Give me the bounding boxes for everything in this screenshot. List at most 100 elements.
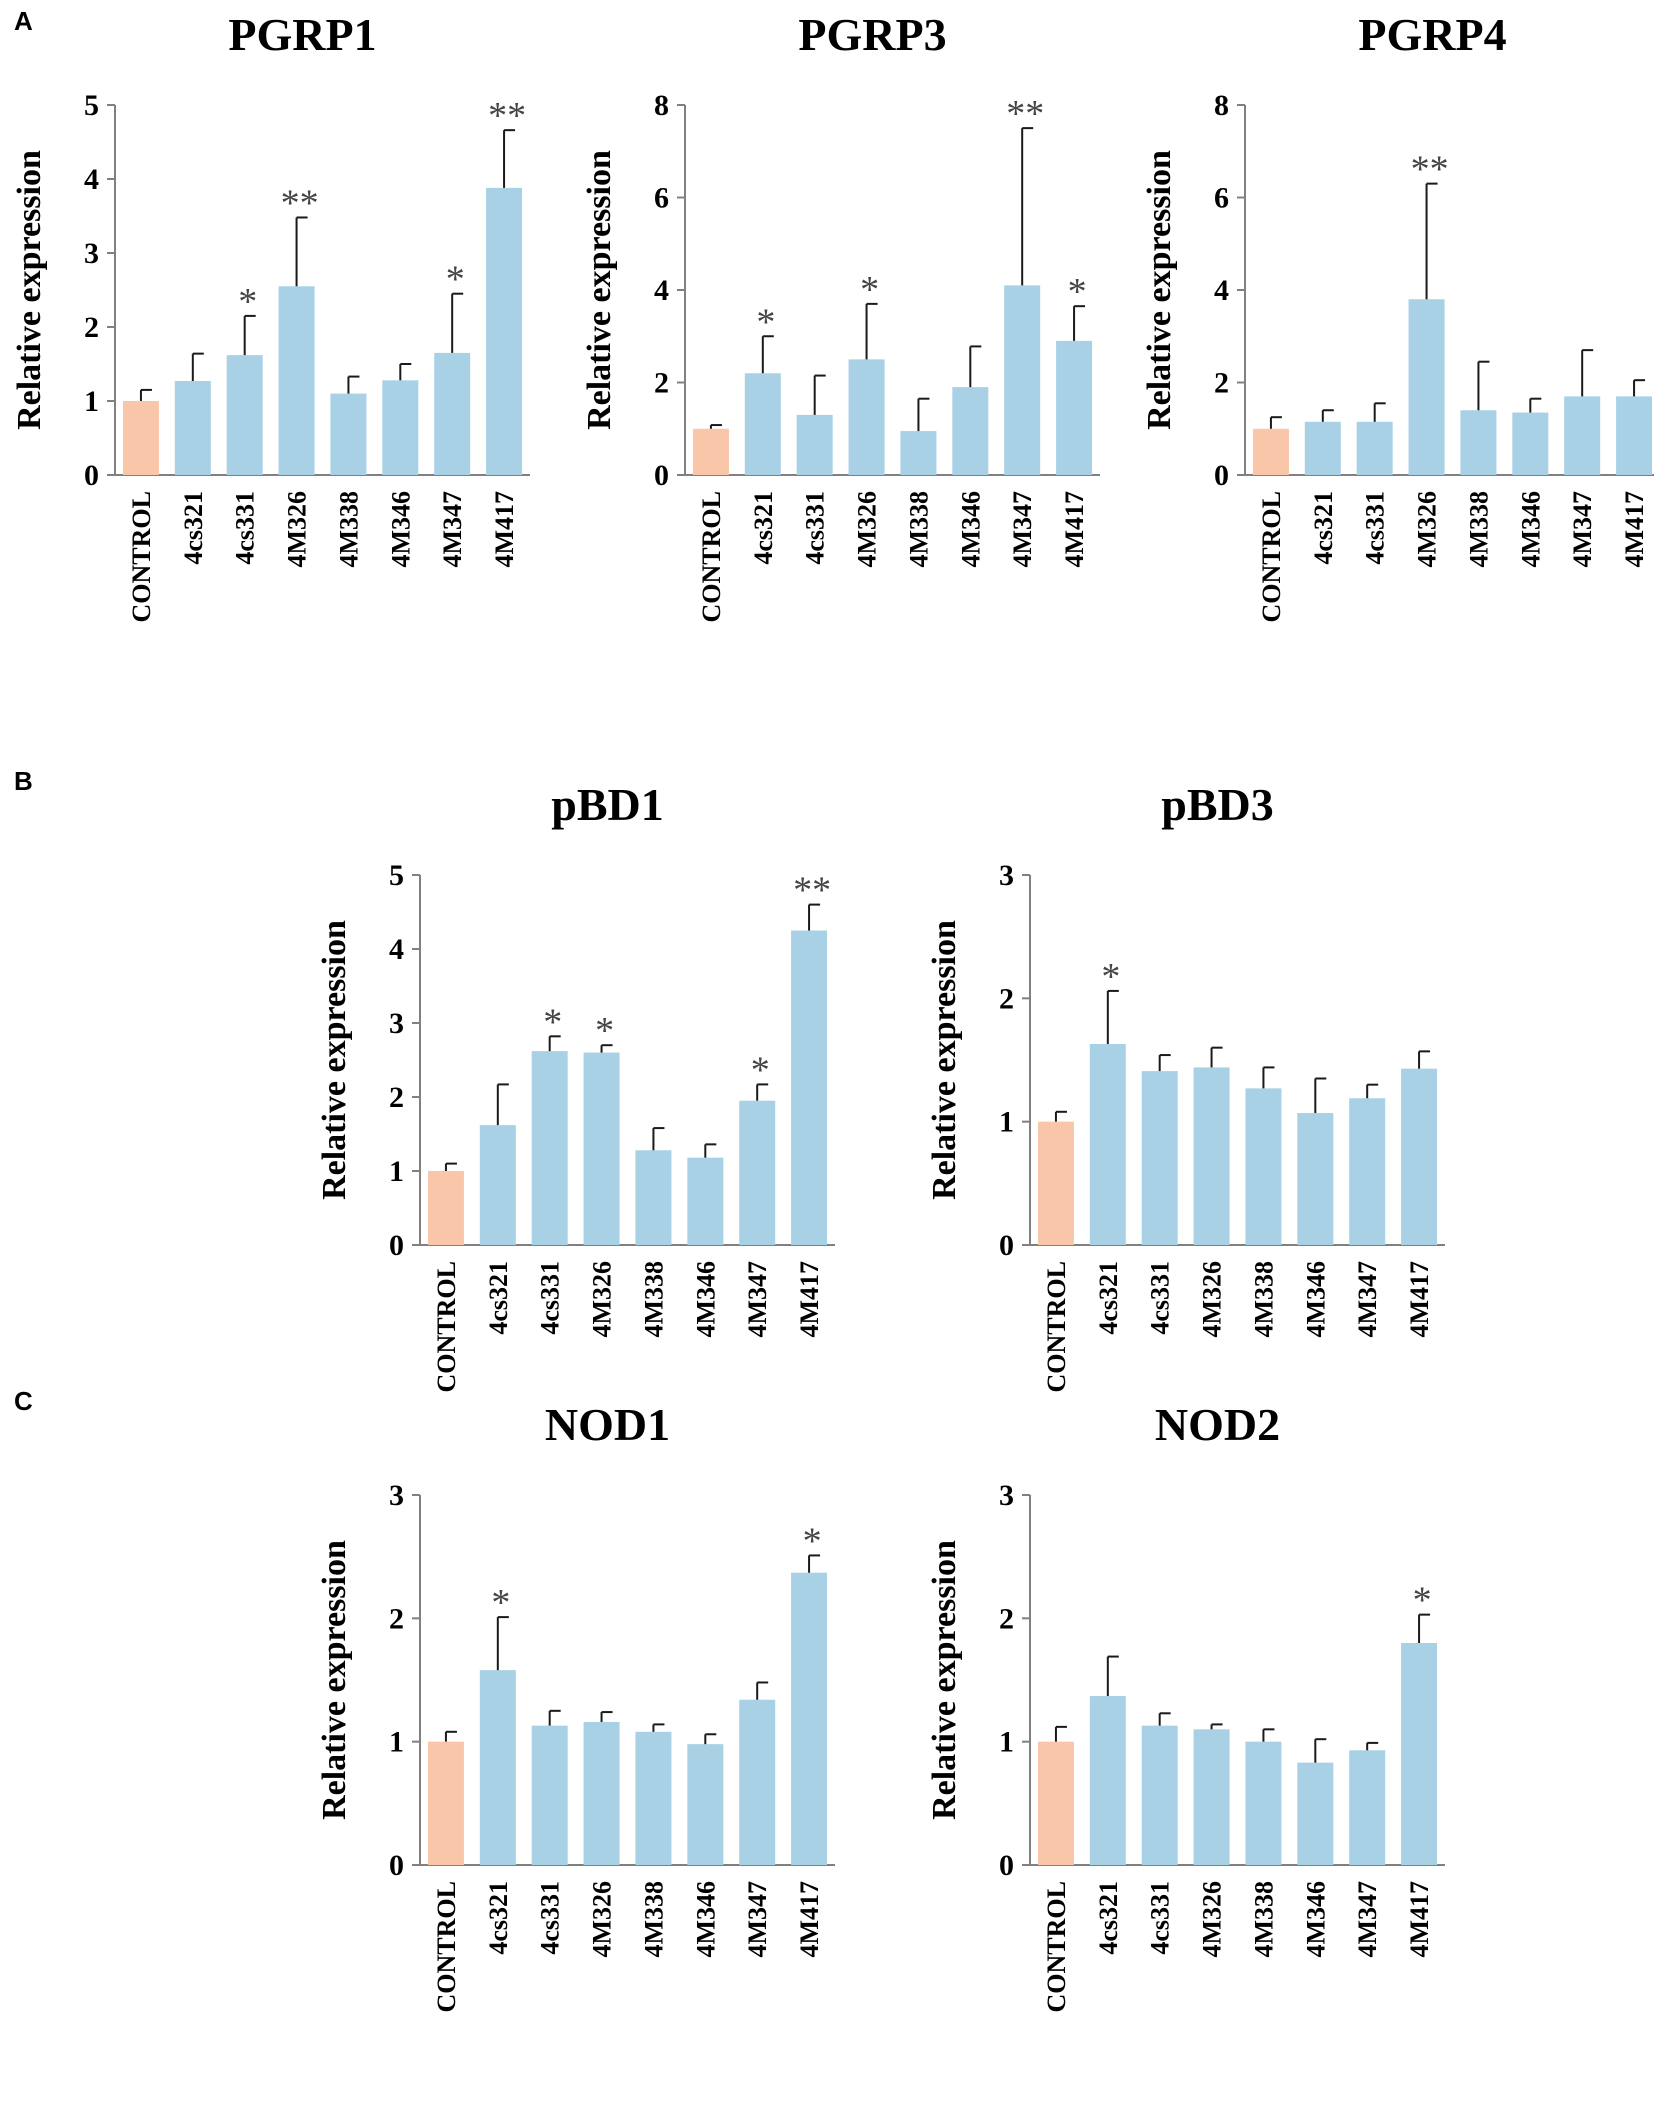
y-tick-label: 2	[389, 1602, 404, 1635]
x-tick-label: 4M417	[1405, 1881, 1434, 1958]
x-tick-label: 4M346	[691, 1261, 720, 1338]
y-tick-label: 2	[84, 311, 99, 344]
bar-4M347	[1349, 1750, 1386, 1865]
x-tick-label: 4M338	[904, 491, 933, 568]
bar-4M338	[1245, 1088, 1282, 1245]
y-tick-label: 1	[84, 385, 99, 418]
significance-4M417: *	[1413, 1580, 1432, 1622]
x-tick-label: 4M326	[588, 1881, 617, 1958]
bar-4M347	[1004, 285, 1041, 475]
bar-CONTROL	[1037, 1741, 1074, 1865]
bar-4cs321	[1089, 1696, 1126, 1865]
bar-4M346	[952, 387, 989, 475]
y-tick-label: 4	[654, 274, 669, 307]
x-tick-label: 4M417	[795, 1881, 824, 1958]
y-tick-label: 3	[999, 1479, 1014, 1512]
bar-4M346	[1297, 1113, 1334, 1245]
significance-4cs321: *	[756, 301, 775, 343]
significance-4M326: **	[281, 182, 319, 224]
y-axis-label: Relative expression	[316, 1540, 353, 1820]
bar-4cs331	[1141, 1071, 1178, 1245]
significance-4cs321: *	[491, 1582, 510, 1624]
x-tick-label: 4M338	[1464, 491, 1493, 568]
x-tick-label: 4M417	[490, 491, 519, 568]
y-tick-label: 0	[654, 459, 669, 492]
y-tick-label: 1	[999, 1106, 1014, 1139]
bar-CONTROL	[692, 428, 729, 475]
bar-4M326	[583, 1052, 620, 1245]
chart-nod1: NOD1 Relative expression 0 1 2 3 CONTROL * 4cs32…	[305, 1390, 845, 2012]
chart-title: NOD2	[1155, 1399, 1280, 1450]
x-tick-label: 4M347	[438, 491, 467, 568]
bar-4M347	[434, 352, 471, 475]
bar-4cs331	[1141, 1725, 1178, 1865]
y-tick-label: 0	[999, 1849, 1014, 1882]
y-axis-label: Relative expression	[316, 920, 353, 1200]
significance-4M347: *	[446, 259, 465, 301]
significance-4M417: **	[793, 870, 831, 912]
significance-4M326: *	[595, 1010, 614, 1052]
pgrp4-svg: PGRP4 Relative expression 0 2 4 6 8 CONTROL 4cs3…	[1141, 9, 1654, 622]
pbd3-svg: pBD3 Relative expression 0 1 2 3 CONTROL * 4cs32…	[926, 779, 1445, 1392]
x-tick-label: 4cs331	[231, 491, 260, 565]
x-tick-label: 4cs321	[749, 491, 778, 565]
x-tick-label: 4cs321	[1094, 1261, 1123, 1335]
bar-4M346	[1297, 1762, 1334, 1865]
y-tick-label: 5	[84, 89, 99, 122]
bar-4M338	[635, 1150, 672, 1245]
bar-4M417	[791, 930, 828, 1245]
bar-4cs331	[226, 355, 263, 475]
significance-4M347: *	[751, 1049, 770, 1091]
panel-label-a: A	[14, 6, 33, 36]
significance-4cs321: *	[1101, 956, 1120, 998]
significance-4cs331: *	[543, 1001, 562, 1043]
x-tick-label: 4M417	[1060, 491, 1089, 568]
significance-4M417: *	[803, 1520, 822, 1562]
significance-4M417: *	[1068, 271, 1087, 313]
y-tick-label: 3	[389, 1007, 404, 1040]
bar-4M346	[687, 1744, 724, 1865]
bar-4cs331	[796, 414, 833, 475]
x-tick-label: 4cs321	[1094, 1881, 1123, 1955]
x-tick-label: 4M347	[743, 1881, 772, 1958]
y-tick-label: 1	[999, 1726, 1014, 1759]
bar-4M326	[1408, 299, 1445, 475]
bar-CONTROL	[1252, 428, 1289, 475]
y-axis-label: Relative expression	[1141, 150, 1178, 430]
pgrp1-svg: PGRP1 Relative expression 0 1 2 3 4 5 CONTROL 4cs…	[11, 9, 530, 622]
y-tick-label: 0	[389, 1849, 404, 1882]
bar-4M417	[1401, 1068, 1438, 1245]
y-tick-label: 1	[389, 1726, 404, 1759]
bar-4cs331	[1356, 421, 1393, 475]
bar-4cs331	[531, 1051, 568, 1245]
x-tick-label: 4cs321	[484, 1881, 513, 1955]
nod1-svg: NOD1 Relative expression 0 1 2 3 CONTROL * 4cs32…	[316, 1399, 835, 2012]
y-tick-label: 0	[84, 459, 99, 492]
y-tick-label: 2	[999, 1602, 1014, 1635]
y-axis-label: Relative expression	[11, 150, 48, 430]
x-tick-label: 4M346	[386, 491, 415, 568]
y-tick-label: 1	[389, 1155, 404, 1188]
y-tick-label: 4	[389, 933, 404, 966]
chart-pgrp3: PGRP3 Relative expression 0 2 4 6 8 CONTROL * 4cs…	[570, 0, 1110, 622]
bar-4cs331	[531, 1725, 568, 1865]
y-tick-label: 5	[389, 859, 404, 892]
bar-4M417	[486, 187, 523, 475]
chart-title: pBD1	[551, 779, 663, 830]
chart-pbd3: pBD3 Relative expression 0 1 2 3 CONTROL * 4cs32…	[915, 770, 1455, 1392]
bar-4M346	[687, 1157, 724, 1245]
chart-title: PGRP1	[228, 9, 376, 60]
x-tick-label: 4cs331	[1146, 1261, 1175, 1335]
y-tick-label: 6	[654, 182, 669, 215]
bar-4M338	[900, 431, 937, 475]
x-tick-label: 4M326	[1198, 1881, 1227, 1958]
x-tick-label: 4M346	[1301, 1881, 1330, 1958]
y-tick-label: 3	[999, 859, 1014, 892]
significance-4M347: **	[1006, 93, 1044, 135]
nod2-svg: NOD2 Relative expression 0 1 2 3 CONTROL 4cs321…	[926, 1399, 1445, 2012]
bar-CONTROL	[427, 1171, 464, 1245]
x-tick-label: 4M347	[1353, 1261, 1382, 1338]
x-tick-label: 4cs331	[536, 1881, 565, 1955]
y-tick-label: 2	[999, 982, 1014, 1015]
bar-4cs321	[479, 1125, 516, 1245]
